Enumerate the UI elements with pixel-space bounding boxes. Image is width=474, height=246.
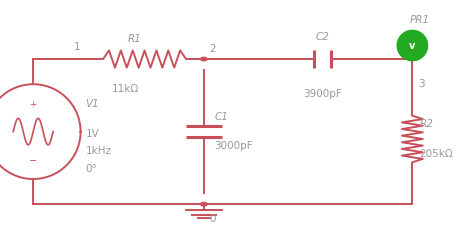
Text: 0: 0 — [210, 214, 216, 224]
Text: v: v — [409, 41, 416, 50]
Text: 1: 1 — [74, 42, 81, 52]
Text: 2: 2 — [210, 44, 216, 54]
Text: R2: R2 — [419, 119, 433, 129]
Text: 1V: 1V — [85, 129, 99, 139]
Text: R1: R1 — [128, 34, 142, 44]
Text: 3000pF: 3000pF — [214, 141, 253, 152]
Text: 3900pF: 3900pF — [303, 89, 342, 99]
Text: −: − — [29, 156, 37, 166]
Circle shape — [201, 57, 207, 61]
Text: PR1: PR1 — [410, 15, 430, 25]
Text: +: + — [29, 100, 37, 109]
Text: 11kΩ: 11kΩ — [112, 84, 139, 94]
Text: 1kHz: 1kHz — [85, 146, 111, 156]
Circle shape — [201, 202, 207, 206]
Text: 0°: 0° — [85, 164, 97, 174]
Text: 3: 3 — [418, 79, 425, 89]
Polygon shape — [397, 30, 428, 61]
Text: C1: C1 — [214, 112, 228, 122]
Text: V1: V1 — [85, 99, 99, 109]
Text: C2: C2 — [315, 32, 329, 42]
Text: 205kΩ: 205kΩ — [419, 149, 453, 159]
